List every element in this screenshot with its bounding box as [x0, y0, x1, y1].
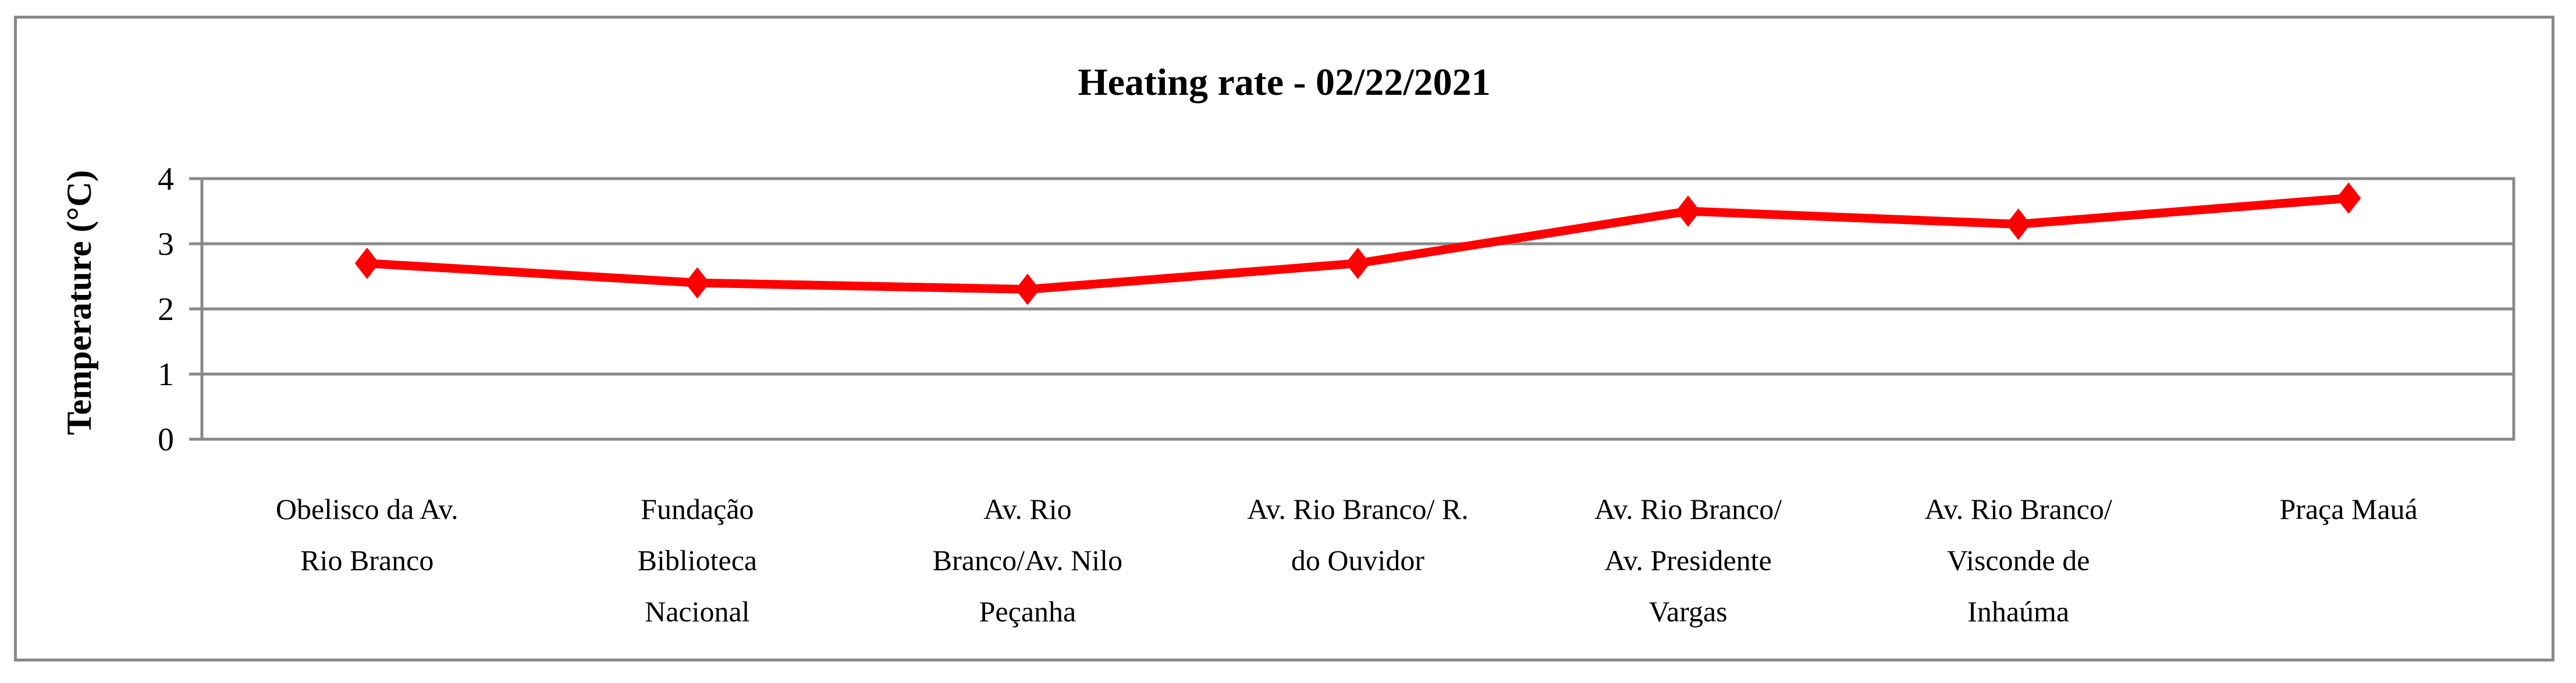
x-axis-category-label: Av. Rio Branco/Av. Nilo Peçanha [932, 493, 1123, 628]
y-axis-tick-label: 2 [158, 291, 174, 328]
data-point-marker [1015, 273, 1040, 305]
y-axis-tick-label: 3 [158, 226, 174, 262]
figure-border [14, 16, 2554, 661]
chart-title: Heating rate - 02/22/2021 [1078, 61, 1491, 104]
x-axis-category-label: Obelisco da Av. Rio Branco [275, 493, 459, 577]
y-axis-tick-label: 4 [158, 161, 174, 197]
data-point-marker [1676, 195, 1701, 227]
y-axis-tick-label: 0 [158, 422, 174, 458]
data-point-marker [1345, 247, 1370, 279]
data-point-marker [2336, 182, 2361, 214]
x-axis-category-label: Av. Rio Branco/ Av. Presidente Vargas [1594, 493, 1782, 628]
data-point-marker [685, 267, 710, 299]
x-axis-category-label: Fundação Biblioteca Nacional [637, 493, 758, 628]
x-axis-category-label: Av. Rio Branco/ R. do Ouvidor [1247, 493, 1469, 577]
x-axis-category-label: Av. Rio Branco/ Visconde de Inhaúma [1924, 493, 2112, 628]
x-axis-category-label: Praça Mauá [2279, 493, 2418, 525]
data-point-marker [354, 247, 379, 279]
y-axis-tick-label: 1 [158, 357, 174, 393]
data-point-marker [2006, 208, 2031, 240]
